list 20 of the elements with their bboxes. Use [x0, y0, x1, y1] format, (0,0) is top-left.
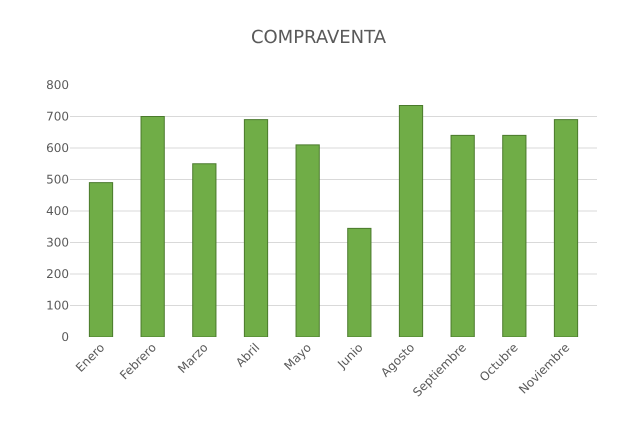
bar — [88, 182, 114, 337]
bar — [140, 116, 165, 337]
bar — [347, 228, 372, 337]
y-tick-label: 100 — [46, 298, 69, 313]
bar — [554, 119, 578, 337]
bar — [192, 163, 216, 337]
bar — [502, 134, 526, 337]
y-tick-label: 200 — [46, 267, 69, 282]
y-tick-label: 600 — [46, 141, 69, 156]
y-tick-label: 500 — [46, 172, 69, 187]
y-tick-label: 0 — [61, 330, 69, 344]
bar — [398, 104, 424, 337]
chart-title: COMPRAVENTA — [250, 26, 387, 48]
bar — [450, 134, 475, 337]
y-tick-label: 700 — [46, 110, 69, 124]
bar — [244, 119, 268, 337]
y-tick-label: 400 — [46, 204, 69, 218]
y-tick-label: 300 — [46, 236, 69, 250]
y-tick-label: 800 — [46, 78, 69, 92]
bar — [296, 144, 320, 337]
